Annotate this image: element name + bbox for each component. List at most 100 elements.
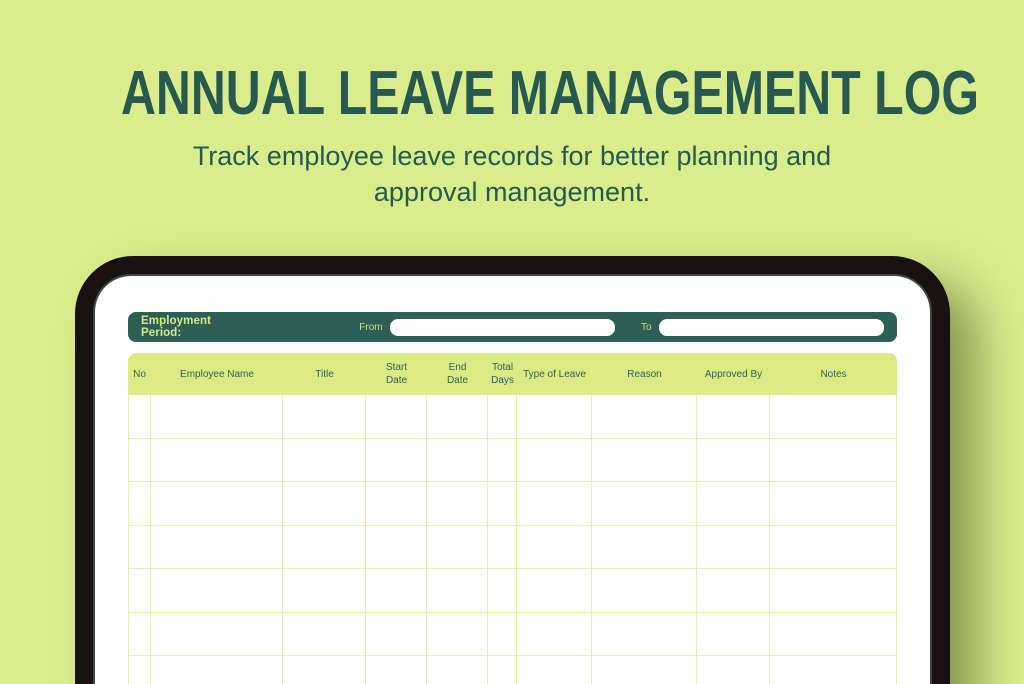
table-cell[interactable] bbox=[366, 395, 427, 439]
table-cell[interactable] bbox=[697, 525, 770, 569]
table-cell[interactable] bbox=[283, 612, 366, 656]
column-header-type-of-leave: Type of Leave bbox=[517, 353, 592, 395]
column-header-approved-by: Approved By bbox=[697, 353, 770, 395]
table-cell[interactable] bbox=[128, 395, 151, 439]
leave-table-header: No Employee Name Title Start Date End Date To… bbox=[128, 353, 897, 395]
table-cell[interactable] bbox=[697, 656, 770, 684]
table-cell[interactable] bbox=[488, 395, 517, 439]
column-header-title: Title bbox=[283, 353, 366, 395]
table-cell[interactable] bbox=[697, 482, 770, 526]
table-cell[interactable] bbox=[128, 482, 151, 526]
table-cell[interactable] bbox=[770, 438, 897, 482]
table-cell[interactable] bbox=[366, 612, 427, 656]
table-cell[interactable] bbox=[770, 569, 897, 613]
table-cell[interactable] bbox=[770, 482, 897, 526]
table-cell[interactable] bbox=[128, 612, 151, 656]
table-cell[interactable] bbox=[128, 569, 151, 613]
table-cell[interactable] bbox=[592, 482, 697, 526]
table-cell[interactable] bbox=[488, 525, 517, 569]
employment-period-bar: Employment Period: From To bbox=[128, 312, 897, 342]
table-cell[interactable] bbox=[592, 612, 697, 656]
from-label: From bbox=[359, 321, 383, 333]
table-cell[interactable] bbox=[488, 482, 517, 526]
page-title-text: ANNUAL LEAVE MANAGEMENT LOG bbox=[120, 59, 979, 128]
table-cell[interactable] bbox=[283, 438, 366, 482]
hero-section: ANNUAL LEAVE MANAGEMENT LOG Track employ… bbox=[0, 0, 1024, 210]
table-cell[interactable] bbox=[697, 395, 770, 439]
table-cell[interactable] bbox=[770, 656, 897, 684]
table-cell[interactable] bbox=[488, 656, 517, 684]
table-cell[interactable] bbox=[592, 395, 697, 439]
table-cell[interactable] bbox=[151, 438, 283, 482]
table-cell[interactable] bbox=[151, 656, 283, 684]
table-row bbox=[128, 438, 897, 482]
table-cell[interactable] bbox=[283, 525, 366, 569]
table-cell[interactable] bbox=[366, 525, 427, 569]
table-cell[interactable] bbox=[592, 438, 697, 482]
table-cell[interactable] bbox=[427, 656, 488, 684]
page-subtitle: Track employee leave records for better … bbox=[192, 141, 832, 208]
table-cell[interactable] bbox=[517, 612, 592, 656]
table-cell[interactable] bbox=[770, 395, 897, 439]
table-row bbox=[128, 612, 897, 656]
table-cell[interactable] bbox=[283, 656, 366, 684]
table-cell[interactable] bbox=[128, 656, 151, 684]
table-row bbox=[128, 395, 897, 439]
table-cell[interactable] bbox=[517, 482, 592, 526]
table-cell[interactable] bbox=[283, 569, 366, 613]
table-cell[interactable] bbox=[427, 395, 488, 439]
table-cell[interactable] bbox=[427, 482, 488, 526]
leave-table-body bbox=[128, 395, 897, 684]
page-title: ANNUAL LEAVE MANAGEMENT LOG bbox=[0, 62, 1024, 125]
to-label: To bbox=[641, 321, 652, 333]
to-input[interactable] bbox=[658, 318, 884, 336]
table-cell[interactable] bbox=[366, 482, 427, 526]
table-cell[interactable] bbox=[151, 569, 283, 613]
table-cell[interactable] bbox=[697, 569, 770, 613]
table-cell[interactable] bbox=[366, 656, 427, 684]
table-cell[interactable] bbox=[151, 395, 283, 439]
table-cell[interactable] bbox=[592, 525, 697, 569]
table-cell[interactable] bbox=[427, 525, 488, 569]
table-cell[interactable] bbox=[770, 612, 897, 656]
table-cell[interactable] bbox=[283, 395, 366, 439]
table-cell[interactable] bbox=[517, 525, 592, 569]
table-row bbox=[128, 569, 897, 613]
table-cell[interactable] bbox=[592, 656, 697, 684]
header-row: No Employee Name Title Start Date End Date To… bbox=[128, 353, 897, 395]
table-cell[interactable] bbox=[366, 569, 427, 613]
column-header-reason: Reason bbox=[592, 353, 697, 395]
column-header-total-days: Total Days bbox=[488, 353, 517, 395]
table-cell[interactable] bbox=[488, 569, 517, 613]
column-header-start-date: Start Date bbox=[366, 353, 427, 395]
column-header-notes: Notes bbox=[770, 353, 897, 395]
table-cell[interactable] bbox=[427, 612, 488, 656]
employment-period-label: Employment Period: bbox=[141, 315, 212, 339]
table-cell[interactable] bbox=[151, 525, 283, 569]
table-cell[interactable] bbox=[366, 438, 427, 482]
table-cell[interactable] bbox=[770, 525, 897, 569]
table-cell[interactable] bbox=[151, 482, 283, 526]
table-cell[interactable] bbox=[592, 569, 697, 613]
table-cell[interactable] bbox=[488, 438, 517, 482]
table-cell[interactable] bbox=[128, 525, 151, 569]
table-cell[interactable] bbox=[517, 395, 592, 439]
tablet-frame: Employment Period: From To No Employee Na… bbox=[75, 256, 950, 684]
table-cell[interactable] bbox=[488, 612, 517, 656]
table-cell[interactable] bbox=[427, 569, 488, 613]
table-cell[interactable] bbox=[517, 656, 592, 684]
table-cell[interactable] bbox=[697, 612, 770, 656]
table-cell[interactable] bbox=[283, 482, 366, 526]
table-cell[interactable] bbox=[697, 438, 770, 482]
column-header-end-date: End Date bbox=[427, 353, 488, 395]
table-cell[interactable] bbox=[427, 438, 488, 482]
table-cell[interactable] bbox=[151, 612, 283, 656]
table-cell[interactable] bbox=[128, 438, 151, 482]
table-cell[interactable] bbox=[517, 438, 592, 482]
from-input[interactable] bbox=[389, 318, 616, 336]
table-cell[interactable] bbox=[517, 569, 592, 613]
table-row bbox=[128, 656, 897, 684]
tablet-screen: Employment Period: From To No Employee Na… bbox=[95, 276, 930, 684]
leave-table: No Employee Name Title Start Date End Date To… bbox=[128, 353, 897, 684]
